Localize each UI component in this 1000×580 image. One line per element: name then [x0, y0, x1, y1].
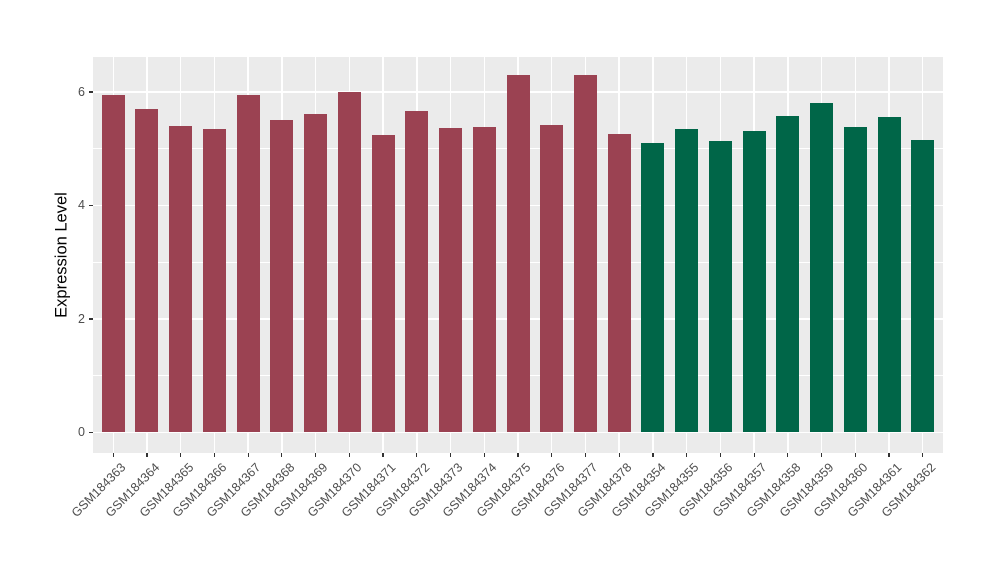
y-tick-label: 0 [78, 425, 85, 440]
x-tick-mark [213, 453, 216, 457]
x-tick-mark [686, 453, 688, 457]
bar-GSM184360 [843, 126, 867, 433]
x-tick-mark [449, 453, 452, 457]
y-tick-label: 6 [78, 85, 85, 100]
bar-GSM184366 [202, 128, 226, 433]
bar-GSM184373 [439, 127, 463, 433]
x-tick-mark [618, 453, 620, 457]
x-tick-mark [416, 453, 418, 457]
bar-GSM184361 [877, 116, 901, 433]
x-tick-mark [281, 453, 283, 457]
x-tick-mark [652, 453, 654, 457]
x-tick-mark [348, 453, 350, 457]
bar-GSM184369 [304, 113, 328, 433]
bar-GSM184374 [472, 127, 496, 433]
bar-GSM184359 [810, 102, 834, 433]
x-tick-mark [584, 453, 587, 457]
y-axis: 0 2 4 6 [0, 57, 93, 453]
x-tick-mark [180, 453, 182, 457]
bar-GSM184358 [776, 116, 800, 433]
y-tick-mark [89, 431, 93, 433]
x-tick-mark [753, 453, 755, 457]
bar-GSM184363 [101, 94, 125, 433]
x-tick-mark [483, 453, 485, 457]
bar-GSM184367 [236, 94, 260, 433]
bar-GSM184371 [371, 135, 395, 433]
y-tick-mark [89, 318, 93, 320]
bar-GSM184375 [506, 75, 530, 433]
bar-GSM184356 [708, 140, 732, 433]
y-tick-mark [89, 91, 93, 93]
x-tick-mark [820, 453, 823, 457]
bar-GSM184357 [742, 131, 766, 433]
y-tick-mark [89, 204, 93, 207]
x-tick-mark [517, 453, 519, 457]
x-axis: GSM184363 GSM184364 GSM184365 GSM184366 GSM1… [69, 453, 943, 580]
x-tick-mark [146, 453, 148, 457]
bar-GSM184365 [169, 126, 193, 433]
x-tick-mark [888, 453, 890, 457]
bar-GSM184364 [135, 109, 159, 433]
y-tick-label: 4 [78, 198, 85, 213]
bar-GSM184354 [641, 143, 665, 433]
x-tick-mark [922, 453, 924, 457]
x-tick-mark [719, 453, 721, 457]
bar-GSM184376 [540, 124, 564, 433]
bar-GSM184368 [270, 120, 294, 433]
bar-GSM184355 [675, 129, 699, 433]
bar-GSM184362 [911, 139, 935, 433]
x-tick-mark [112, 453, 114, 457]
bar-GSM184377 [573, 75, 597, 433]
x-tick-mark [787, 453, 789, 457]
plot-panel [93, 57, 943, 453]
bar-GSM184370 [337, 92, 361, 433]
x-tick-mark [315, 453, 317, 457]
x-tick-mark [854, 453, 856, 457]
bar-GSM184378 [607, 134, 631, 433]
x-tick-mark [247, 453, 249, 457]
x-tick-mark [382, 453, 384, 457]
y-tick-label: 2 [78, 311, 85, 326]
bar-GSM184372 [405, 110, 429, 433]
x-tick-mark [551, 453, 553, 457]
